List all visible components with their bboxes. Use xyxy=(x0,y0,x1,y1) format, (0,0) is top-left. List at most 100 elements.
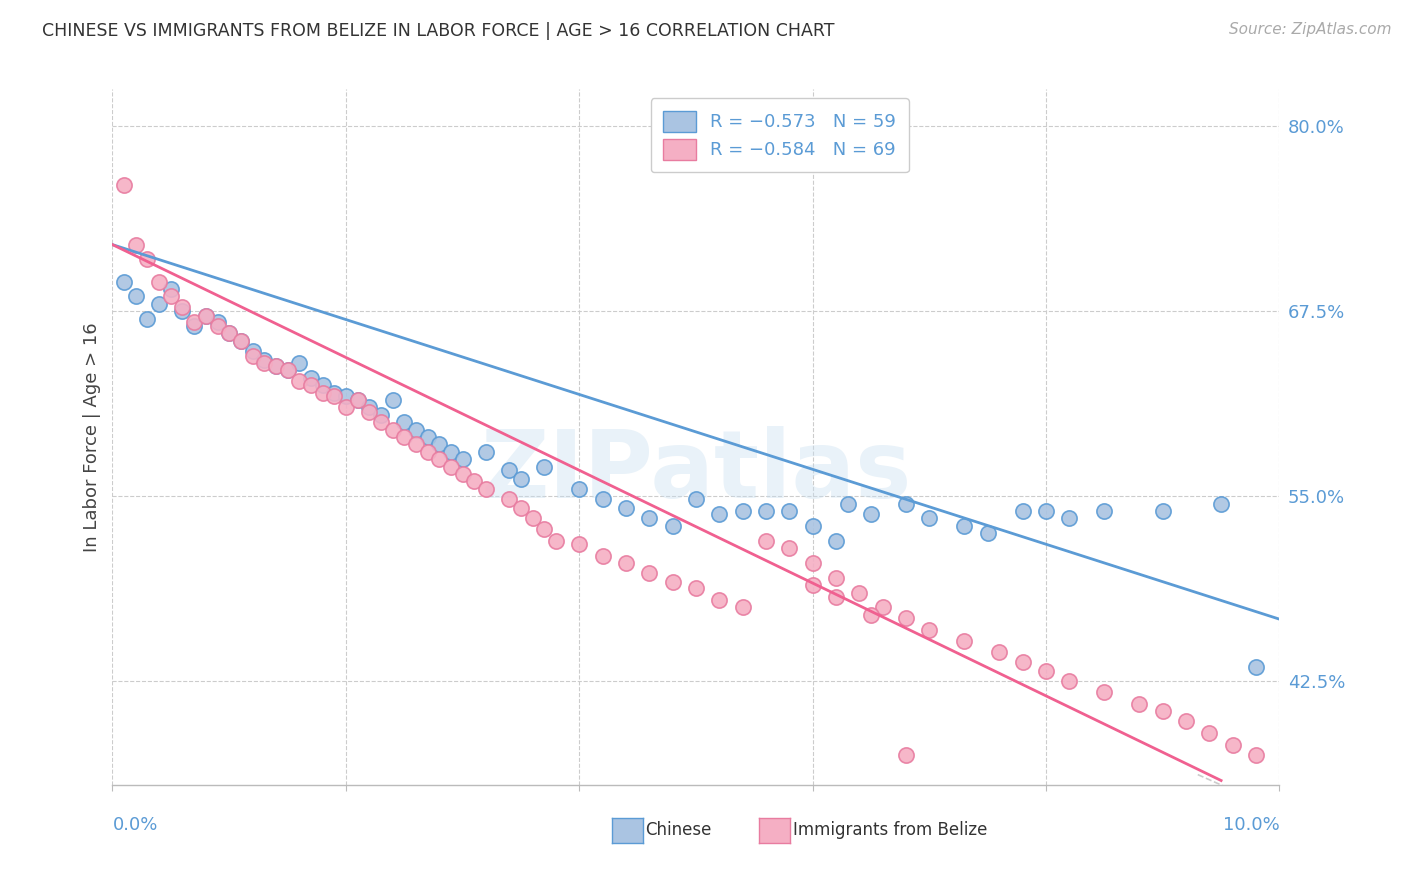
Point xyxy=(918,511,941,525)
Point xyxy=(276,363,298,377)
Point xyxy=(1175,714,1198,729)
Point xyxy=(172,300,194,314)
Point xyxy=(440,445,463,459)
Point xyxy=(755,533,778,548)
Text: Chinese: Chinese xyxy=(645,822,711,839)
Point xyxy=(778,504,800,518)
Point xyxy=(172,304,194,318)
Point xyxy=(416,430,439,444)
Point xyxy=(1035,664,1057,678)
Point xyxy=(392,430,416,444)
Point xyxy=(264,359,287,373)
Point xyxy=(183,315,205,329)
Point xyxy=(953,634,976,648)
Point xyxy=(638,566,661,581)
Point xyxy=(498,463,520,477)
Point xyxy=(731,600,754,615)
Point xyxy=(953,519,976,533)
Point xyxy=(381,423,404,437)
Point xyxy=(685,581,707,595)
Point xyxy=(194,309,217,323)
Point xyxy=(299,378,322,392)
Point xyxy=(451,452,474,467)
Point xyxy=(1035,504,1057,518)
Point xyxy=(614,501,637,516)
Point xyxy=(148,297,170,311)
Point xyxy=(509,501,531,516)
Point xyxy=(1152,704,1174,718)
Point xyxy=(685,492,707,507)
Point xyxy=(848,585,870,599)
Point xyxy=(463,475,485,489)
Point xyxy=(1092,684,1115,698)
Point xyxy=(346,393,368,408)
Point xyxy=(1198,726,1220,740)
Point xyxy=(475,482,498,496)
Point xyxy=(522,511,544,525)
Legend: R = −0.573   N = 59, R = −0.584   N = 69: R = −0.573 N = 59, R = −0.584 N = 69 xyxy=(651,98,908,172)
Point xyxy=(207,315,229,329)
Point xyxy=(568,536,591,550)
Point xyxy=(370,408,392,422)
Text: Immigrants from Belize: Immigrants from Belize xyxy=(793,822,987,839)
Point xyxy=(709,593,731,607)
Point xyxy=(1209,497,1232,511)
Point xyxy=(427,452,450,467)
Point xyxy=(288,374,311,388)
Point xyxy=(253,356,276,370)
Point xyxy=(1222,738,1244,752)
Y-axis label: In Labor Force | Age > 16: In Labor Force | Age > 16 xyxy=(83,322,101,552)
Point xyxy=(709,507,731,521)
Point xyxy=(335,401,357,415)
Point xyxy=(183,319,205,334)
Point xyxy=(1244,659,1267,673)
Point xyxy=(299,371,322,385)
Point xyxy=(1244,748,1267,763)
Point xyxy=(311,378,333,392)
Point xyxy=(112,275,135,289)
Point xyxy=(918,623,941,637)
Text: 0.0%: 0.0% xyxy=(112,816,157,834)
Point xyxy=(872,600,894,615)
Point xyxy=(825,571,848,585)
Point xyxy=(218,326,240,341)
Point xyxy=(112,178,135,193)
Point xyxy=(370,415,392,429)
Point xyxy=(778,541,800,555)
Point xyxy=(242,349,264,363)
Point xyxy=(614,556,637,570)
Point xyxy=(229,334,252,348)
Point xyxy=(533,522,555,536)
Point xyxy=(859,507,883,521)
Point xyxy=(242,344,264,359)
Point xyxy=(731,504,754,518)
Point xyxy=(160,282,183,296)
Point xyxy=(568,482,591,496)
Point xyxy=(136,252,159,267)
Point xyxy=(194,309,217,323)
Point xyxy=(592,549,614,563)
Point xyxy=(988,645,1011,659)
Point xyxy=(440,459,463,474)
Point xyxy=(405,437,427,451)
Point xyxy=(498,492,520,507)
Point xyxy=(1059,511,1081,525)
Point xyxy=(1092,504,1115,518)
Text: Source: ZipAtlas.com: Source: ZipAtlas.com xyxy=(1229,22,1392,37)
Point xyxy=(381,393,404,408)
Point xyxy=(825,590,848,604)
Point xyxy=(894,748,917,763)
Point xyxy=(801,578,824,592)
Point xyxy=(1011,655,1033,669)
Point xyxy=(359,405,381,419)
Point xyxy=(859,607,883,622)
Point xyxy=(359,401,381,415)
Point xyxy=(801,556,824,570)
Point xyxy=(229,334,252,348)
Text: ZIPatlas: ZIPatlas xyxy=(481,425,911,518)
Point xyxy=(592,492,614,507)
Point xyxy=(475,445,498,459)
Point xyxy=(801,519,824,533)
Point xyxy=(392,415,416,429)
Text: CHINESE VS IMMIGRANTS FROM BELIZE IN LABOR FORCE | AGE > 16 CORRELATION CHART: CHINESE VS IMMIGRANTS FROM BELIZE IN LAB… xyxy=(42,22,835,40)
